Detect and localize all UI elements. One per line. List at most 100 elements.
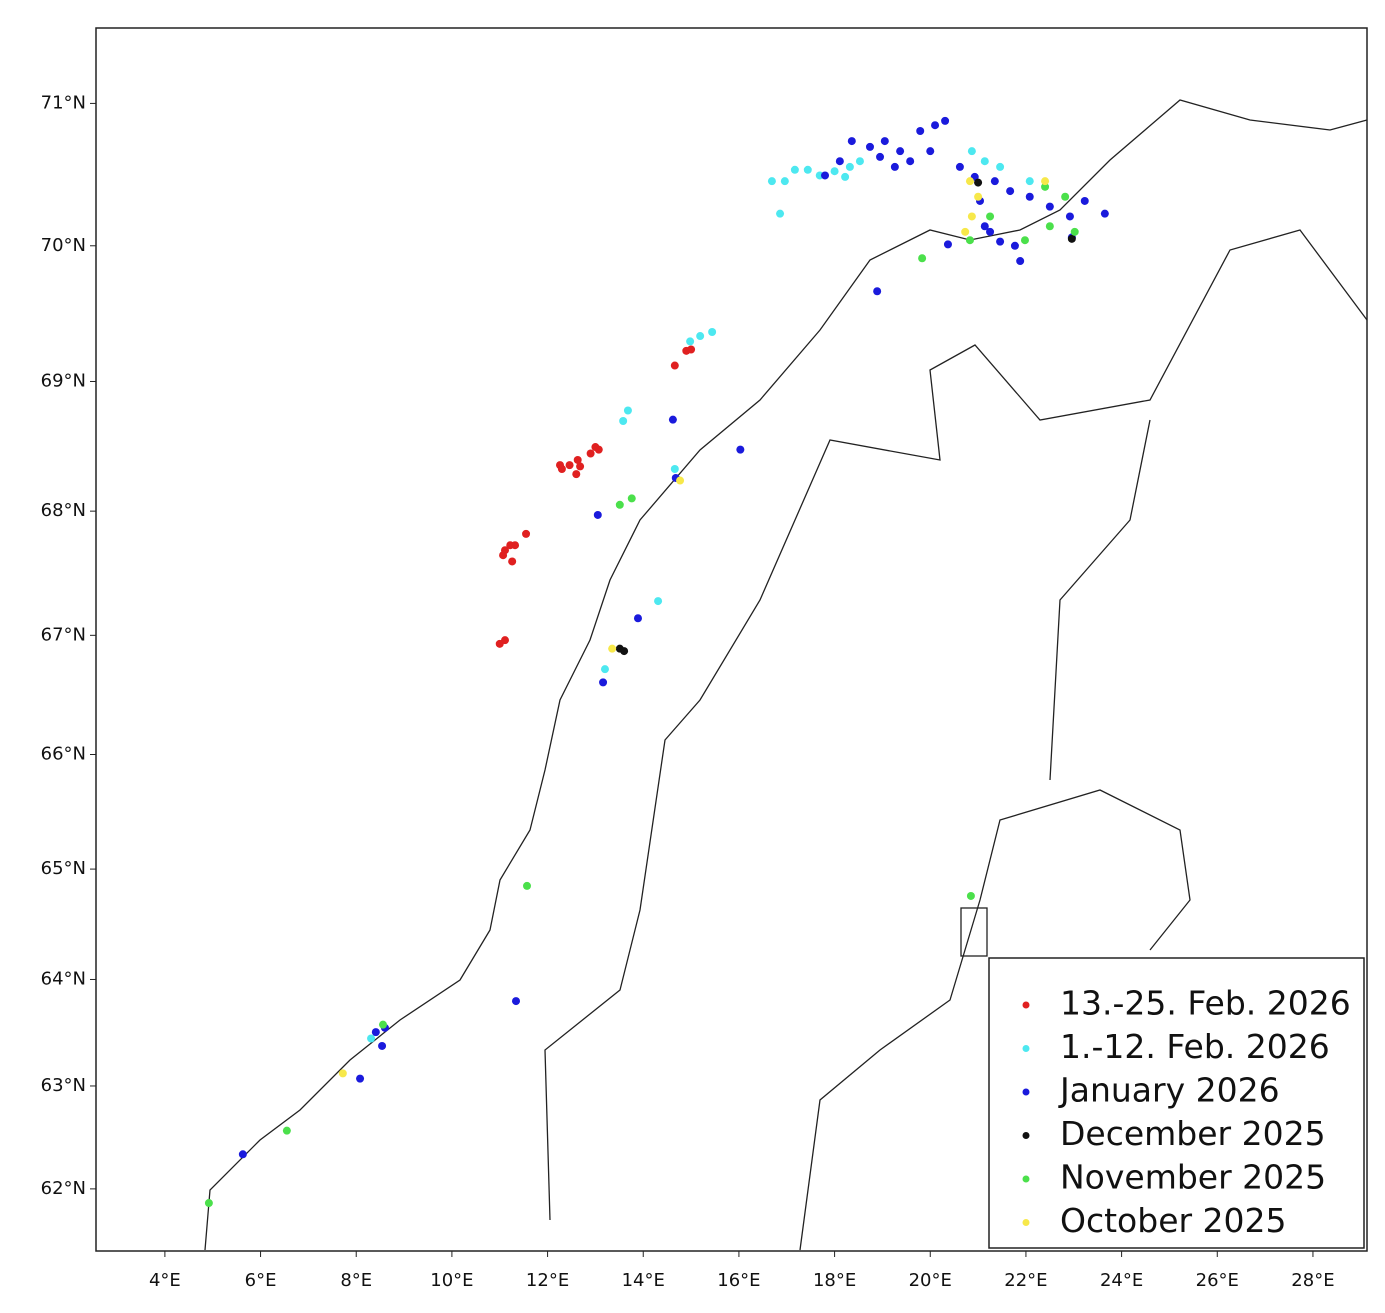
point: [821, 171, 830, 180]
point: [1045, 202, 1054, 211]
point: [996, 237, 1005, 246]
point: [974, 178, 983, 187]
point: [896, 147, 905, 156]
point: [238, 1150, 247, 1159]
legend: [988, 957, 1365, 1249]
point: [1070, 227, 1079, 236]
point: [572, 470, 581, 479]
point: [835, 157, 844, 166]
x-tick-label: 14°E: [622, 1270, 665, 1291]
point: [511, 997, 520, 1006]
point: [847, 137, 856, 146]
legend-marker: [1022, 1219, 1030, 1226]
x-tick-label: 10°E: [430, 1270, 473, 1291]
point: [508, 557, 517, 566]
point: [1016, 257, 1025, 266]
point: [600, 665, 609, 674]
point: [767, 177, 776, 186]
point: [282, 1126, 291, 1135]
point: [876, 152, 885, 161]
point: [499, 551, 508, 560]
point: [371, 1028, 380, 1037]
point: [668, 415, 677, 424]
point: [980, 222, 989, 231]
point: [557, 464, 566, 473]
point: [865, 142, 874, 151]
point: [654, 597, 663, 606]
point: [890, 162, 899, 171]
point: [367, 1034, 376, 1043]
legend-marker: [1022, 1132, 1030, 1139]
point: [586, 449, 595, 458]
point: [803, 165, 812, 174]
x-tick-label: 6°E: [245, 1270, 277, 1291]
y-tick-label: 65°N: [41, 858, 86, 879]
point: [1067, 234, 1076, 243]
point: [511, 541, 520, 550]
point: [931, 121, 940, 130]
x-tick-label: 16°E: [717, 1270, 760, 1291]
point: [990, 177, 999, 186]
point: [608, 644, 617, 653]
point: [961, 227, 970, 236]
y-tick-label: 70°N: [41, 235, 86, 256]
y-tick-label: 64°N: [41, 968, 86, 989]
point: [619, 416, 628, 425]
point: [845, 162, 854, 171]
point: [873, 287, 882, 296]
plot-frame: [95, 27, 1368, 1252]
point: [696, 332, 705, 341]
x-tick-label: 22°E: [1004, 1270, 1047, 1291]
border: [1049, 419, 1151, 781]
point: [1080, 196, 1089, 205]
point: [955, 162, 964, 171]
point: [1010, 241, 1019, 250]
point: [670, 464, 679, 473]
point: [620, 647, 629, 656]
point: [1025, 192, 1034, 201]
point: [780, 177, 789, 186]
point: [1041, 177, 1050, 186]
point: [1100, 209, 1109, 218]
legend-label: 13.-25. Feb. 2026: [1060, 984, 1351, 1023]
legend-marker: [1022, 1088, 1030, 1096]
legend-label: 1.-12. Feb. 2026: [1060, 1027, 1330, 1066]
point: [855, 157, 864, 166]
x-tick-label: 12°E: [526, 1270, 569, 1291]
point: [670, 361, 679, 370]
x-tick-label: 4°E: [149, 1270, 181, 1291]
points: [204, 116, 1109, 1208]
legend-marker: [1022, 1001, 1030, 1009]
legend-entries: 13.-25. Feb. 2026 1.-12. Feb. 2026 January…: [1022, 984, 1351, 1240]
point: [204, 1199, 213, 1208]
point: [1065, 212, 1074, 221]
point: [623, 406, 632, 415]
point: [941, 116, 950, 125]
point: [790, 165, 799, 174]
point: [841, 172, 850, 181]
point: [576, 462, 585, 471]
point: [980, 157, 989, 166]
point: [593, 510, 602, 519]
point: [378, 1041, 387, 1050]
point: [918, 254, 927, 263]
point: [627, 494, 636, 503]
legend-label: November 2025: [1060, 1158, 1326, 1197]
x-tick-label: 28°E: [1291, 1270, 1334, 1291]
point: [1020, 236, 1029, 245]
point: [1045, 222, 1054, 231]
point: [1025, 177, 1034, 186]
legend-label: December 2025: [1060, 1114, 1326, 1153]
x-tick-label: 26°E: [1196, 1270, 1239, 1291]
y-tick-label: 63°N: [41, 1075, 86, 1096]
point: [943, 240, 952, 249]
point: [996, 162, 1005, 171]
y-tick-label: 69°N: [41, 370, 86, 391]
legend-marker: [1022, 1045, 1030, 1052]
y-tick-label: 71°N: [41, 92, 86, 113]
point: [686, 337, 695, 346]
point: [986, 227, 995, 236]
coastlines: [204, 99, 1368, 1251]
point: [356, 1074, 365, 1083]
point: [615, 500, 624, 509]
